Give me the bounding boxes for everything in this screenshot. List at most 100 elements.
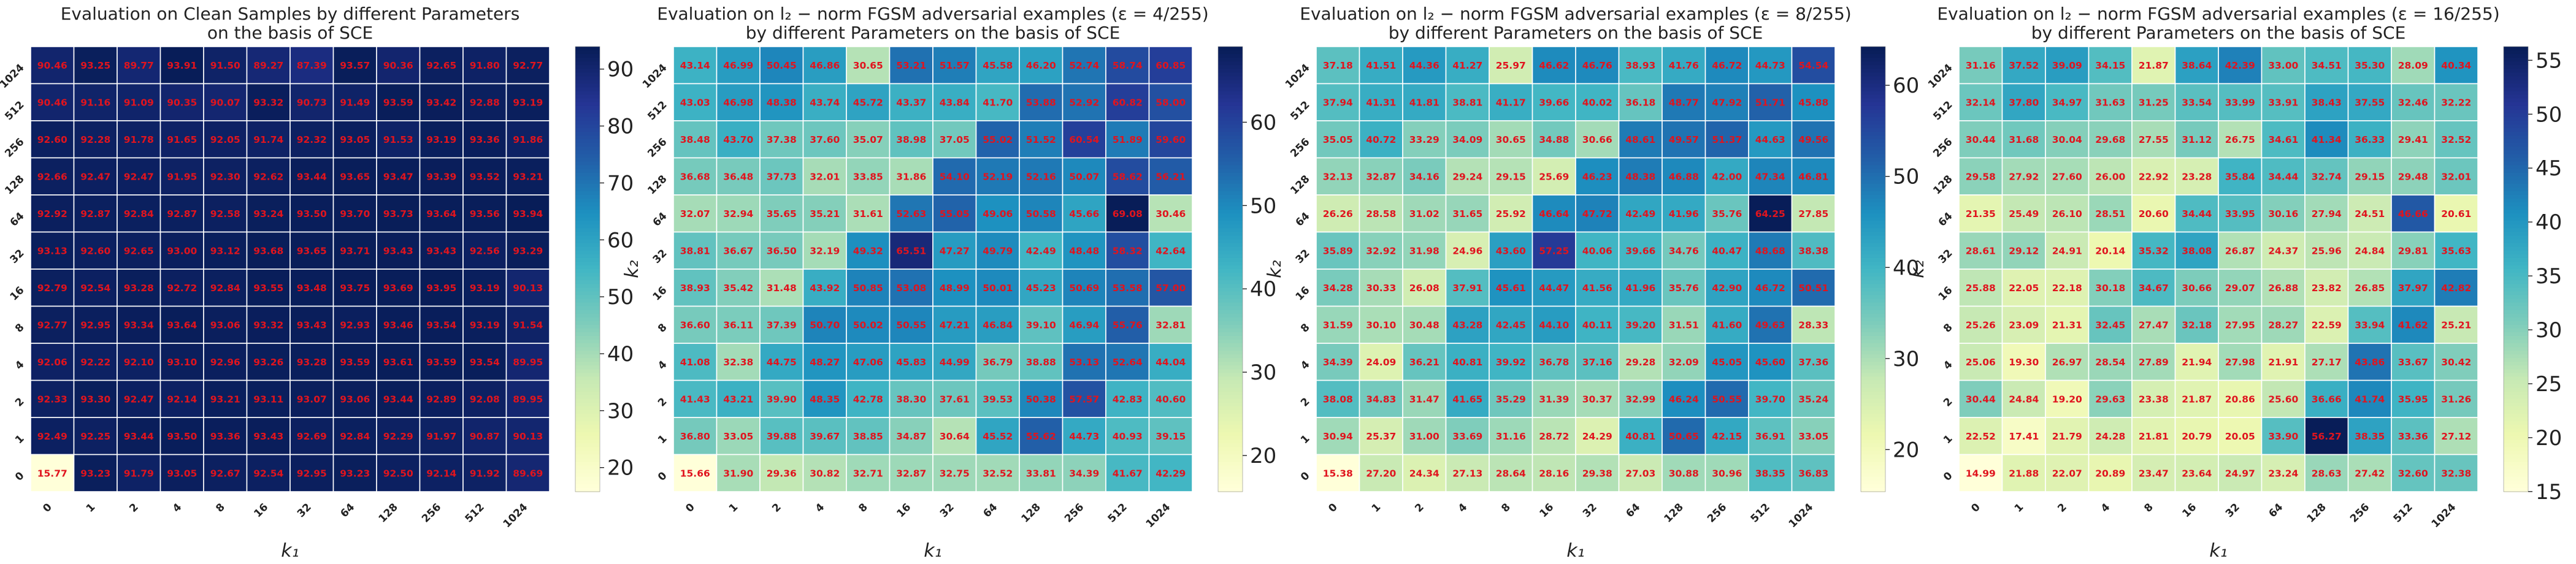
colorbar-segment <box>1861 406 1885 411</box>
heatmap-cell <box>1316 194 1360 233</box>
x-tick-label: 512 <box>2391 501 2415 525</box>
cell-value-label: 25.49 <box>2009 208 2039 219</box>
colorbar-segment <box>2504 265 2528 270</box>
cell-value-label: 93.26 <box>253 357 283 368</box>
cell-value-label: 36.91 <box>1755 431 1785 442</box>
heatmap-cell <box>932 305 977 344</box>
x-axis-label: k₁ <box>1566 540 1584 562</box>
cell-value-label: 28.64 <box>1496 468 1526 479</box>
heatmap-cell <box>376 83 421 121</box>
heatmap-cell <box>1402 120 1447 159</box>
heatmap-cell <box>1575 83 1620 121</box>
heatmap-cell <box>1575 417 1620 455</box>
colorbar-segment <box>2504 187 2528 192</box>
heatmap-cell <box>1445 83 1490 121</box>
y-tick-label: 128 <box>645 173 669 197</box>
x-tick-label: 8 <box>213 501 228 515</box>
cell-value-label: 32.01 <box>810 171 840 182</box>
heatmap-panel-2: Evaluation on l₂ − norm FGSM adversarial… <box>621 4 1276 562</box>
cell-value-label: 50.85 <box>853 283 883 294</box>
y-tick-label: 1 <box>13 433 27 447</box>
colorbar-segment <box>1861 54 1885 58</box>
colorbar-segment <box>1861 410 1885 414</box>
colorbar-segment <box>1861 143 1885 148</box>
cell-value-label: 93.21 <box>513 171 543 182</box>
heatmap-cell <box>1704 305 1749 344</box>
colorbar-segment <box>2504 128 2528 132</box>
heatmap-cell <box>159 417 204 455</box>
colorbar-tick-label: 15 <box>2536 480 2562 505</box>
cell-value-label: 90.13 <box>513 431 543 442</box>
colorbar-segment <box>575 429 600 433</box>
heatmap-cell <box>673 46 718 85</box>
cell-value-label: 38.48 <box>680 134 710 145</box>
colorbar-segment <box>1218 369 1243 374</box>
cell-value-label: 50.55 <box>896 319 926 330</box>
colorbar-segment <box>1218 273 1243 277</box>
x-tick-label: 32 <box>1581 501 1600 520</box>
heatmap-cell <box>2088 157 2133 196</box>
cell-value-label: 93.11 <box>253 394 283 405</box>
cell-value-label: 48.38 <box>1625 171 1655 182</box>
cell-value-label: 41.34 <box>2312 134 2342 145</box>
cell-value-label: 20.89 <box>2095 468 2125 479</box>
colorbar-segment <box>2504 387 2528 392</box>
cell-value-label: 32.92 <box>1366 245 1396 256</box>
heatmap-cell <box>505 83 550 121</box>
heatmap-cell <box>975 269 1020 307</box>
heatmap-cell <box>1748 454 1793 492</box>
cell-value-label: 90.87 <box>470 431 500 442</box>
y-tick-label: 1 <box>656 433 670 447</box>
colorbar-segment <box>1861 328 1885 333</box>
cell-value-label: 93.13 <box>37 245 67 256</box>
colorbar-segment <box>575 239 600 244</box>
cell-value-label: 92.87 <box>167 208 197 219</box>
cell-value-label: 92.56 <box>470 245 500 256</box>
cell-value-label: 93.73 <box>383 208 413 219</box>
cell-value-label: 91.65 <box>167 134 197 145</box>
heatmap-cell <box>1062 269 1106 307</box>
cell-value-label: 91.49 <box>340 97 370 108</box>
heatmap-cell <box>462 417 507 455</box>
heatmap-cell <box>2347 269 2392 307</box>
cell-value-label: 45.52 <box>983 431 1013 442</box>
x-tick-label: 2 <box>2055 501 2069 515</box>
colorbar-segment <box>575 280 600 284</box>
cell-value-label: 93.54 <box>470 357 500 368</box>
colorbar-segment <box>1218 313 1243 318</box>
colorbar-segment <box>1218 102 1243 107</box>
cell-value-label: 21.35 <box>1966 208 1996 219</box>
colorbar-segment <box>575 376 600 381</box>
cell-value-label: 92.89 <box>426 394 456 405</box>
y-tick-label: 512 <box>2 99 26 123</box>
y-axis-label: k₂ <box>1264 260 1286 278</box>
colorbar-segment <box>1861 398 1885 403</box>
heatmap-cell <box>716 46 761 85</box>
colorbar-segment <box>575 195 600 199</box>
colorbar-segment <box>575 310 600 314</box>
x-tick-label: 256 <box>420 501 443 525</box>
colorbar-segment <box>2504 410 2528 414</box>
x-tick-label: 64 <box>338 501 357 520</box>
y-tick-label: 16 <box>1294 284 1313 303</box>
cell-value-label: 50.55 <box>1712 394 1742 405</box>
y-tick-label: 1024 <box>0 62 27 91</box>
colorbar-segment <box>1218 195 1243 199</box>
x-axis-label: k₁ <box>2209 540 2227 562</box>
x-tick-label: 0 <box>683 501 697 515</box>
colorbar-segment <box>1218 224 1243 229</box>
heatmap-cell <box>1105 379 1150 418</box>
colorbar-segment <box>1861 432 1885 437</box>
cell-value-label: 27.95 <box>2225 319 2255 330</box>
heatmap-cell <box>289 194 334 233</box>
cell-value-label: 92.84 <box>124 208 154 219</box>
cell-value-label: 39.20 <box>1625 319 1655 330</box>
cell-value-label: 43.74 <box>810 97 840 108</box>
colorbar-segment <box>575 98 600 103</box>
colorbar-segment <box>2504 221 2528 226</box>
cell-value-label: 93.55 <box>253 283 283 294</box>
heatmap-cell <box>932 46 977 85</box>
colorbar-segment <box>1218 87 1243 92</box>
cell-value-label: 44.36 <box>1409 60 1439 71</box>
cell-value-label: 20.60 <box>2139 208 2169 219</box>
